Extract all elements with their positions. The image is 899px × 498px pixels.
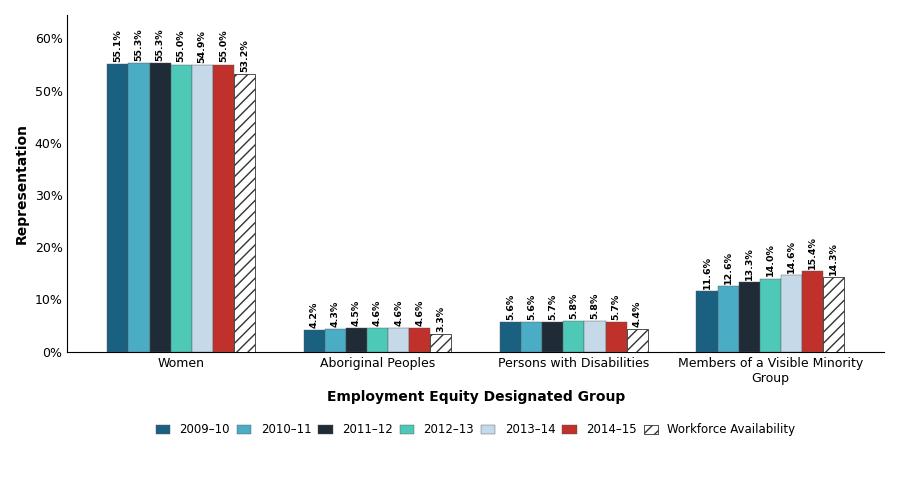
Text: 4.6%: 4.6% <box>373 299 382 326</box>
Bar <box>388 328 409 352</box>
Bar <box>781 275 802 352</box>
Bar <box>234 74 255 352</box>
Text: 15.4%: 15.4% <box>808 237 817 269</box>
Bar <box>760 278 781 352</box>
Text: 55.3%: 55.3% <box>135 28 144 61</box>
Text: 11.6%: 11.6% <box>702 256 711 289</box>
Bar <box>500 322 521 352</box>
Text: 5.8%: 5.8% <box>591 293 600 319</box>
X-axis label: Employment Equity Designated Group: Employment Equity Designated Group <box>326 390 625 404</box>
Legend: 2009–10, 2010–11, 2011–12, 2012–13, 2013–14, 2014–15, Workforce Availability: 2009–10, 2010–11, 2011–12, 2012–13, 2013… <box>152 420 799 440</box>
Bar <box>823 277 844 352</box>
Bar <box>367 328 388 352</box>
Text: 5.7%: 5.7% <box>548 293 557 320</box>
Text: 54.9%: 54.9% <box>198 30 207 63</box>
Text: 14.6%: 14.6% <box>787 241 796 273</box>
Text: 5.6%: 5.6% <box>527 294 536 320</box>
Text: 55.0%: 55.0% <box>176 30 185 62</box>
Y-axis label: Representation: Representation <box>15 123 29 244</box>
Bar <box>584 321 606 352</box>
Bar <box>325 329 346 352</box>
Text: 55.3%: 55.3% <box>156 28 165 61</box>
Bar <box>739 282 760 352</box>
Text: 4.3%: 4.3% <box>331 301 340 327</box>
Text: 13.3%: 13.3% <box>744 248 753 280</box>
Text: 4.2%: 4.2% <box>310 301 319 328</box>
Text: 4.5%: 4.5% <box>352 300 360 326</box>
Bar <box>606 322 627 352</box>
Bar <box>409 328 431 352</box>
Bar <box>697 291 717 352</box>
Bar <box>171 65 191 352</box>
Text: 5.8%: 5.8% <box>569 293 578 319</box>
Bar <box>627 329 647 352</box>
Text: 4.6%: 4.6% <box>415 299 424 326</box>
Text: 4.6%: 4.6% <box>394 299 403 326</box>
Bar <box>304 330 325 352</box>
Bar <box>191 65 213 352</box>
Text: 5.6%: 5.6% <box>506 294 515 320</box>
Text: 55.1%: 55.1% <box>113 29 122 62</box>
Text: 14.0%: 14.0% <box>766 244 775 276</box>
Bar <box>213 65 234 352</box>
Bar <box>107 64 129 352</box>
Bar <box>346 328 367 352</box>
Text: 4.4%: 4.4% <box>633 300 642 327</box>
Text: 53.2%: 53.2% <box>240 39 249 72</box>
Bar <box>802 271 823 352</box>
Bar <box>717 286 739 352</box>
Bar <box>149 63 171 352</box>
Bar <box>431 335 451 352</box>
Bar <box>521 322 542 352</box>
Text: 14.3%: 14.3% <box>829 242 838 275</box>
Bar <box>542 322 564 352</box>
Text: 3.3%: 3.3% <box>436 306 445 332</box>
Text: 5.7%: 5.7% <box>611 293 620 320</box>
Text: 55.0%: 55.0% <box>218 30 227 62</box>
Bar <box>564 321 584 352</box>
Bar <box>129 63 149 352</box>
Text: 12.6%: 12.6% <box>724 251 733 284</box>
